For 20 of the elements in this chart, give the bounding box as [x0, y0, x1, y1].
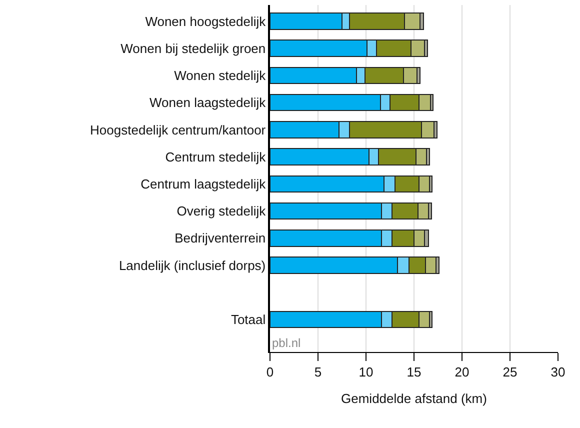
- x-tick-label: 25: [502, 364, 518, 380]
- y-tick-label: Wonen hoogstedelijk: [145, 14, 266, 29]
- x-tick-label: 5: [314, 364, 322, 380]
- x-tick-label: 20: [454, 364, 470, 380]
- x-tick-label: 0: [266, 364, 274, 380]
- y-tick-label: Totaal: [230, 312, 266, 328]
- x-tick-label: 10: [358, 364, 374, 380]
- y-tick-label: Wonen stedelijk: [174, 68, 266, 84]
- x-axis-title: Gemiddelde afstand (km): [341, 391, 487, 406]
- x-tick-label: 30: [550, 364, 566, 380]
- y-tick-label: Centrum stedelijk: [165, 149, 266, 164]
- annotation: pbl.nl: [272, 336, 301, 350]
- y-tick-label: Wonen laagstedelijk: [150, 95, 266, 110]
- x-tick-label: 15: [406, 364, 422, 380]
- y-tick-label: Landelijk (inclusief dorps): [118, 258, 266, 273]
- y-tick-label: Overig stedelijk: [176, 204, 266, 219]
- y-tick-label: Centrum laagstedelijk: [140, 176, 266, 192]
- y-tick-label: Bedrijventerrein: [174, 230, 266, 246]
- y-tick-label: Wonen bij stedelijk groen: [120, 40, 266, 56]
- y-tick-label: Hoogstedelijk centrum/kantoor: [90, 122, 266, 138]
